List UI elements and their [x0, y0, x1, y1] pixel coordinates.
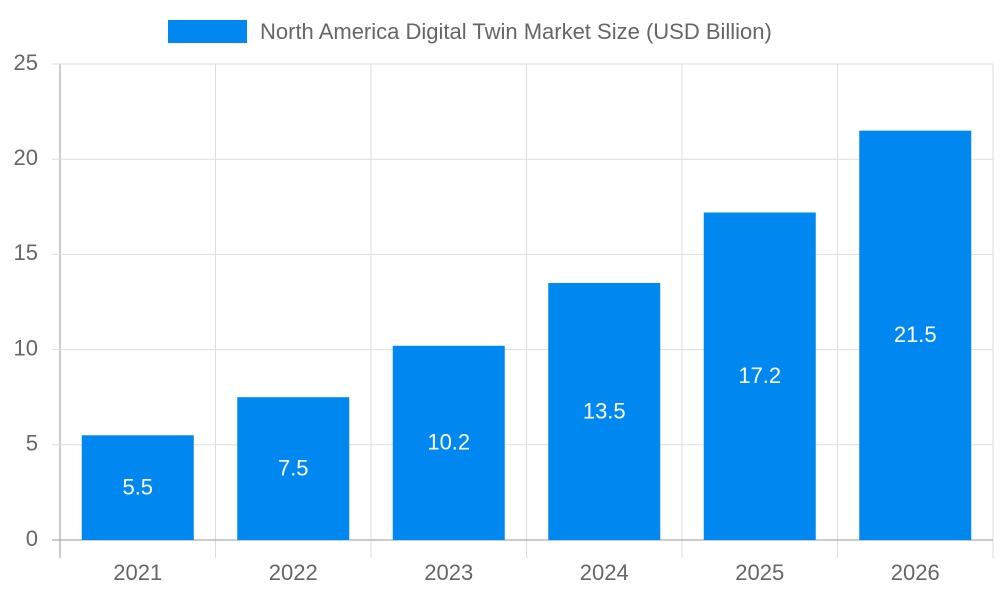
bar [237, 397, 350, 540]
y-tick-label: 0 [26, 526, 38, 551]
x-tick-label: 2025 [735, 560, 784, 585]
bar [392, 345, 505, 540]
y-tick-label: 15 [14, 240, 38, 265]
data-label: 5.5 [122, 474, 153, 499]
y-tick-label: 25 [14, 50, 38, 75]
bar [859, 130, 972, 540]
data-label: 21.5 [894, 322, 937, 347]
x-tick-label: 2022 [269, 560, 318, 585]
legend-label: North America Digital Twin Market Size (… [260, 19, 772, 44]
data-label: 10.2 [427, 430, 470, 455]
y-tick-label: 20 [14, 145, 38, 170]
x-tick-label: 2021 [113, 560, 162, 585]
bar [548, 282, 661, 540]
data-label: 13.5 [583, 398, 626, 423]
x-tick-label: 2023 [424, 560, 473, 585]
y-tick-label: 10 [14, 335, 38, 360]
data-label: 17.2 [738, 363, 781, 388]
bar [81, 435, 194, 540]
y-tick-label: 5 [26, 431, 38, 456]
x-tick-label: 2026 [891, 560, 940, 585]
legend-swatch [168, 20, 247, 43]
data-label: 7.5 [278, 455, 309, 480]
x-tick-label: 2024 [580, 560, 629, 585]
bar [703, 212, 816, 540]
